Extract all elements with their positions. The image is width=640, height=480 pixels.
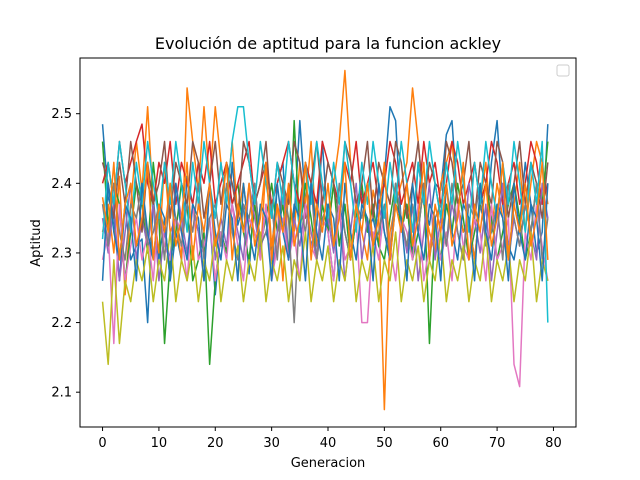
x-tick-label: 0 (98, 436, 106, 451)
series-line-12 (101, 161, 549, 261)
y-tick-label: 2.5 (51, 107, 72, 122)
legend-box (556, 64, 570, 77)
y-tick-label: 2.1 (51, 386, 72, 401)
y-axis-label: Aptitud (29, 219, 44, 266)
series-line-6 (101, 140, 549, 233)
y-tick-label: 2.2 (51, 316, 72, 331)
plot-lines (101, 69, 549, 411)
y-axis: 2.1 2.2 2.3 2.4 2.5 (51, 107, 80, 401)
x-tick-label: 20 (207, 436, 224, 451)
x-tick-label: 60 (432, 436, 449, 451)
x-axis-label: Generacion (291, 456, 366, 471)
y-tick-label: 2.4 (51, 177, 72, 192)
x-tick-label: 50 (376, 436, 393, 451)
x-tick-label: 70 (489, 436, 506, 451)
series-line-10 (101, 105, 549, 323)
x-tick-label: 40 (320, 436, 337, 451)
x-tick-label: 10 (151, 436, 168, 451)
series-line-11 (101, 182, 549, 282)
x-tick-label: 80 (545, 436, 562, 451)
y-tick-label: 2.3 (51, 246, 72, 261)
x-tick-label: 30 (263, 436, 280, 451)
x-axis: 0 10 20 30 40 50 60 70 80 (98, 427, 562, 451)
chart-title: Evolución de aptitud para la funcion ack… (155, 34, 501, 53)
